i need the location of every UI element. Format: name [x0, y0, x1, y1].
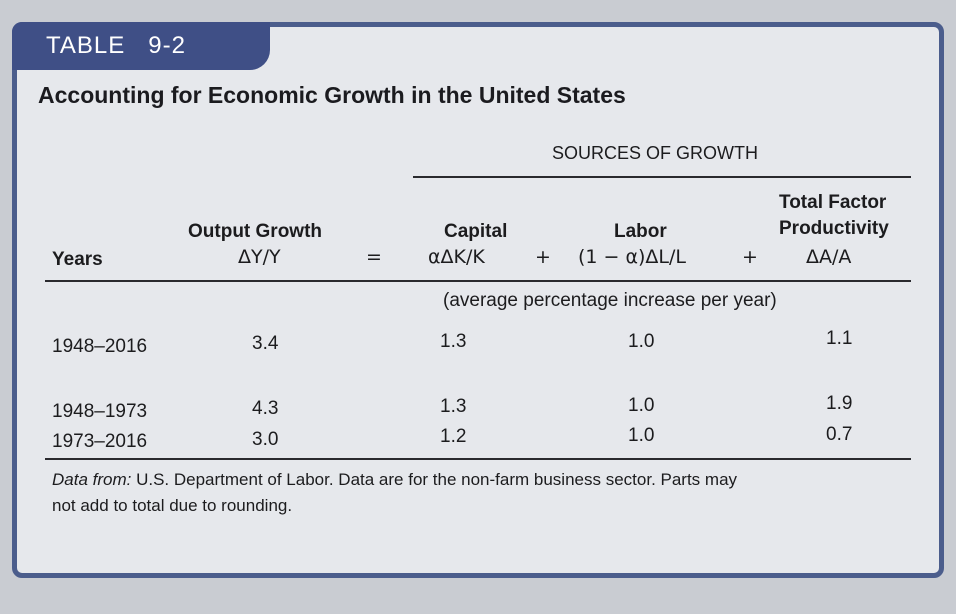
- table-title: Accounting for Economic Growth in the Un…: [38, 82, 626, 108]
- row-capital: 1.2: [440, 426, 467, 447]
- output-formula: ΔY/Y: [238, 246, 281, 268]
- tfp-formula: ΔA/A: [806, 246, 852, 268]
- row-tfp: 0.7: [826, 424, 853, 445]
- row-output: 4.3: [252, 398, 279, 419]
- source-note: Data from: U.S. Department of Labor. Dat…: [52, 470, 737, 490]
- plus-sign-1: +: [535, 246, 551, 268]
- units-note: (average percentage increase per year): [443, 290, 777, 311]
- row-capital: 1.3: [440, 331, 467, 352]
- row-years: 1948–2016: [52, 336, 148, 357]
- table-panel: [12, 22, 944, 578]
- output-growth-label: Output Growth: [188, 221, 323, 242]
- row-output: 3.0: [252, 429, 279, 450]
- tfp-label-line2: Productivity: [779, 218, 889, 239]
- labor-label: Labor: [614, 221, 667, 242]
- sources-header: SOURCES OF GROWTH: [552, 143, 758, 163]
- row-tfp: 1.1: [826, 328, 853, 349]
- row-capital: 1.3: [440, 396, 467, 417]
- row-years: 1973–2016: [52, 431, 148, 452]
- source-label: Data from:: [52, 470, 132, 489]
- sources-rule: [413, 176, 911, 178]
- row-labor: 1.0: [628, 425, 655, 446]
- capital-label: Capital: [444, 221, 508, 242]
- tfp-label-line1: Total Factor: [779, 192, 887, 213]
- header-rule: [45, 280, 911, 282]
- years-header: Years: [52, 249, 103, 270]
- capital-formula: αΔK/K: [428, 246, 485, 268]
- row-years: 1948–1973: [52, 401, 148, 422]
- source-text-line1: U.S. Department of Labor. Data are for t…: [131, 470, 738, 489]
- row-labor: 1.0: [628, 395, 655, 416]
- row-labor: 1.0: [628, 331, 655, 352]
- equals-sign: =: [366, 246, 382, 268]
- table-number: TABLE 9-2: [46, 32, 186, 59]
- row-tfp: 1.9: [826, 393, 853, 414]
- plus-sign-2: +: [742, 246, 758, 268]
- labor-formula: (1 − α)ΔL/L: [578, 246, 687, 268]
- row-output: 3.4: [252, 333, 279, 354]
- table-number-tag: TABLE 9-2: [12, 22, 270, 70]
- source-text-line2: not add to total due to rounding.: [52, 496, 293, 515]
- footer-rule: [45, 458, 911, 460]
